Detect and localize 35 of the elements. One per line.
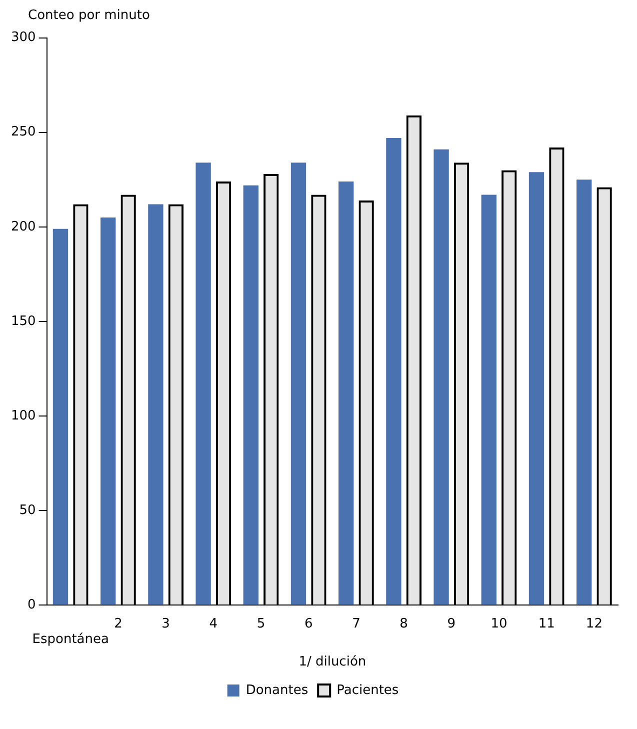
- x-tick-label: 10: [490, 616, 508, 632]
- bar: [576, 180, 592, 605]
- y-tick-label: 200: [10, 219, 36, 234]
- bar: [148, 204, 164, 605]
- y-tick-label: 0: [28, 598, 36, 613]
- x-tick-label: 2: [114, 616, 122, 632]
- bar: [290, 162, 306, 605]
- y-tick-label: 50: [19, 503, 36, 518]
- y-axis-title: Conteo por minuto: [28, 8, 151, 23]
- x-axis-title: 1/ dilución: [298, 654, 366, 670]
- bar: [100, 217, 116, 605]
- x-tick-label: 7: [352, 616, 360, 632]
- x-tick-label: Espontánea: [32, 632, 109, 647]
- bar: [243, 185, 258, 605]
- y-tick-label: 100: [10, 408, 36, 424]
- legend-label: Donantes: [246, 682, 308, 698]
- bar: [52, 228, 68, 605]
- x-tick-label: 12: [586, 616, 602, 632]
- y-tick-label: 250: [10, 124, 36, 140]
- x-tick-label: 3: [162, 616, 170, 632]
- x-tick-label: 8: [400, 616, 408, 632]
- bar: [386, 138, 402, 605]
- y-tick-label: 300: [10, 30, 36, 46]
- bar: [196, 162, 211, 605]
- legend-label: Pacientes: [336, 682, 399, 698]
- x-tick-label: 5: [256, 616, 266, 632]
- x-tick-label: 9: [447, 616, 456, 632]
- x-tick-label: 4: [209, 616, 218, 632]
- x-tick-label: 6: [304, 616, 313, 632]
- bar: [434, 149, 449, 605]
- bar: [481, 194, 496, 605]
- bar: [528, 172, 544, 605]
- x-tick-label: 11: [538, 616, 555, 632]
- y-tick-label: 150: [10, 314, 36, 329]
- bar: [338, 182, 354, 605]
